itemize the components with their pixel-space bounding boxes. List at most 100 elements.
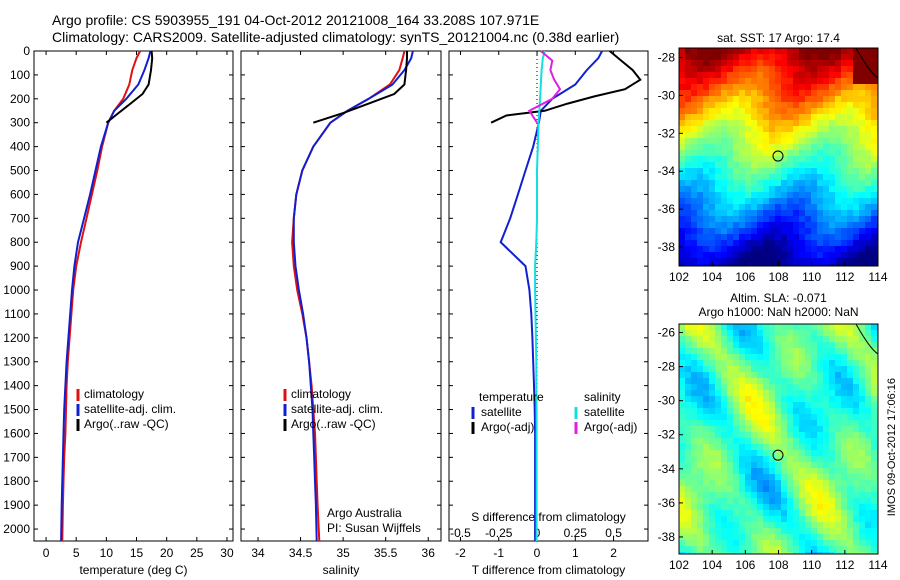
heatmap-cell	[829, 198, 835, 204]
heatmap-cell	[691, 96, 697, 102]
heatmap-cell	[751, 96, 757, 102]
top-x-tick-label: -0.5	[450, 526, 471, 540]
heatmap-cell	[745, 324, 751, 330]
heatmap-cell	[865, 258, 871, 264]
heatmap-cell	[775, 66, 781, 72]
heatmap-cell	[841, 150, 847, 156]
heatmap-cell	[751, 510, 757, 516]
heatmap-cell	[793, 84, 799, 90]
legend-label: satellite-adj. clim.	[291, 402, 383, 416]
heatmap-cell	[721, 546, 727, 552]
heatmap-cell	[751, 516, 757, 522]
heatmap-cell	[733, 210, 739, 216]
heatmap-cell	[775, 342, 781, 348]
heatmap-cell	[751, 264, 757, 266]
heatmap-cell	[823, 552, 829, 554]
heatmap-cell	[751, 534, 757, 540]
heatmap-cell	[835, 450, 841, 456]
heatmap-cell	[865, 180, 871, 186]
heatmap-cell	[871, 414, 877, 420]
heatmap-cell	[715, 192, 721, 198]
heatmap-cell	[817, 414, 823, 420]
heatmap-cell	[745, 456, 751, 462]
heatmap-cell	[709, 378, 715, 384]
heatmap-cell	[787, 108, 793, 114]
heatmap-cell	[739, 366, 745, 372]
heatmap-cell	[811, 258, 817, 264]
heatmap-cell	[787, 450, 793, 456]
heatmap-cell	[841, 462, 847, 468]
heatmap-cell	[823, 66, 829, 72]
heatmap-cell	[811, 420, 817, 426]
heatmap-cell	[715, 96, 721, 102]
heatmap-cell	[793, 258, 799, 264]
heatmap-cell	[847, 510, 853, 516]
heatmap-cell	[697, 150, 703, 156]
heatmap-cell	[787, 216, 793, 222]
heatmap-cell	[865, 486, 871, 492]
heatmap-cell	[679, 348, 685, 354]
heatmap-cell	[697, 456, 703, 462]
heatmap-cell	[763, 522, 769, 528]
heatmap-cell	[811, 180, 817, 186]
heatmap-cell	[727, 444, 733, 450]
heatmap-cell	[751, 72, 757, 78]
heatmap-cell	[829, 384, 835, 390]
heatmap-cell	[823, 168, 829, 174]
heatmap-cell	[805, 246, 811, 252]
heatmap-cell	[691, 174, 697, 180]
heatmap-cell	[811, 528, 817, 534]
heatmap-cell	[847, 366, 853, 372]
x-tick-label: 36	[422, 546, 436, 560]
heatmap-cell	[709, 192, 715, 198]
heatmap-cell	[727, 108, 733, 114]
heatmap-cell	[715, 150, 721, 156]
heatmap-cell	[697, 54, 703, 60]
heatmap-cell	[763, 450, 769, 456]
heatmap-cell	[841, 120, 847, 126]
heatmap-cell	[805, 414, 811, 420]
heatmap-cell	[871, 66, 877, 72]
heatmap-cell	[871, 222, 877, 228]
heatmap-cell	[847, 174, 853, 180]
heatmap-cell	[823, 366, 829, 372]
heatmap-cell	[835, 546, 841, 552]
heatmap-cell	[811, 108, 817, 114]
heatmap-cell	[799, 456, 805, 462]
heatmap-cell	[775, 408, 781, 414]
map-panel-sla_map: 102 104 106 108 110 112 114-26-28-30-32-34-36-…	[658, 291, 888, 572]
heatmap-cell	[691, 162, 697, 168]
heatmap-cell	[739, 234, 745, 240]
heatmap-cell	[763, 102, 769, 108]
heatmap-cell	[685, 78, 691, 84]
heatmap-cell	[763, 390, 769, 396]
heatmap-cell	[811, 60, 817, 66]
heatmap-cell	[745, 486, 751, 492]
heatmap-cell	[799, 240, 805, 246]
heatmap-cell	[727, 402, 733, 408]
heatmap-cell	[739, 522, 745, 528]
heatmap-cell	[685, 360, 691, 366]
heatmap-cell	[721, 90, 727, 96]
heatmap-cell	[751, 450, 757, 456]
heatmap-cell	[781, 354, 787, 360]
heatmap-cell	[811, 432, 817, 438]
heatmap-cell	[805, 186, 811, 192]
heatmap-cell	[745, 156, 751, 162]
heatmap-cell	[829, 252, 835, 258]
heatmap-cell	[727, 246, 733, 252]
heatmap-cell	[841, 498, 847, 504]
heatmap-cell	[817, 96, 823, 102]
heatmap-cell	[865, 252, 871, 258]
heatmap-cell	[841, 66, 847, 72]
series-line-satellite	[534, 50, 546, 541]
heatmap-cell	[865, 492, 871, 498]
heatmap-cell	[739, 378, 745, 384]
heatmap-cell	[703, 384, 709, 390]
heatmap-cell	[853, 324, 859, 330]
heatmap-cell	[865, 120, 871, 126]
heatmap-cell	[709, 438, 715, 444]
heatmap-cell	[751, 84, 757, 90]
heatmap-cell	[817, 492, 823, 498]
heatmap-cell	[853, 450, 859, 456]
